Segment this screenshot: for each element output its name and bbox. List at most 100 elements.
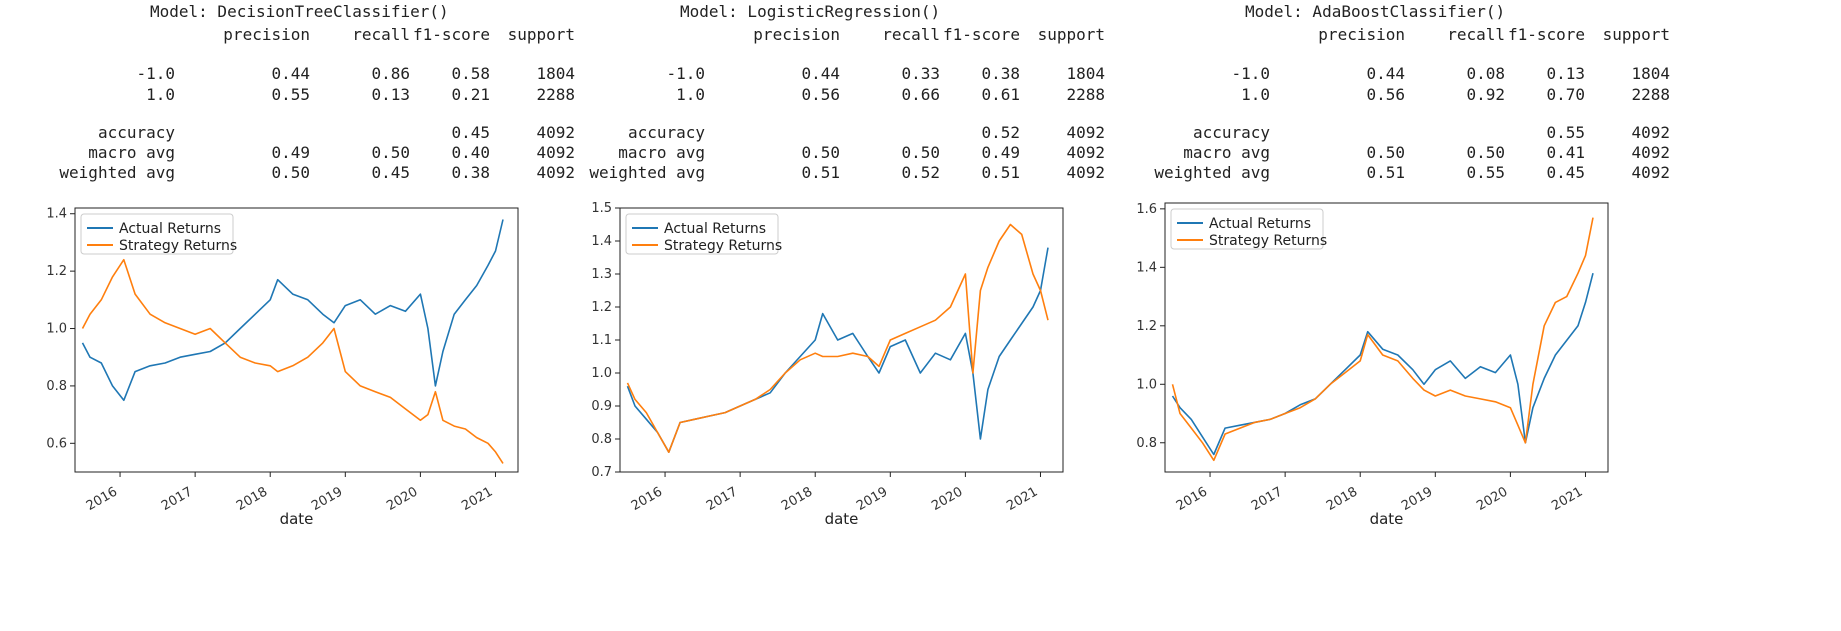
report-cell-precision: 0.44 — [801, 64, 840, 83]
report-cell-f1: 0.61 — [981, 85, 1020, 104]
report-row-label: macro avg — [1183, 143, 1270, 162]
report-cell-support: 1804 — [1631, 64, 1670, 83]
report-header-f1-score: f1-score — [412, 25, 490, 44]
report-header-precision: precision — [1318, 25, 1405, 44]
y-tick-label: 1.0 — [591, 366, 612, 381]
report-header-f1-score: f1-score — [1507, 25, 1585, 44]
x-tick-label: 2019 — [854, 484, 890, 514]
report-cell-f1: 0.45 — [451, 123, 490, 142]
y-tick-label: 0.8 — [46, 379, 67, 394]
report-cell-precision: 0.44 — [271, 64, 310, 83]
x-tick-label: 2020 — [1474, 484, 1510, 514]
model-label: Model: DecisionTreeClassifier() — [150, 2, 449, 21]
report-cell-recall: 0.92 — [1466, 85, 1505, 104]
report-header-precision: precision — [223, 25, 310, 44]
y-tick-label: 0.9 — [591, 399, 612, 414]
report-cell-support: 4092 — [1631, 163, 1670, 182]
report-row-label: weighted avg — [589, 163, 705, 182]
report-cell-f1: 0.40 — [451, 143, 490, 162]
x-tick-label: 2016 — [629, 484, 665, 514]
report-cell-precision: 0.49 — [271, 143, 310, 162]
report-cell-recall: 0.52 — [901, 163, 940, 182]
report-row-label: accuracy — [1192, 123, 1270, 142]
report-cell-support: 4092 — [1066, 123, 1105, 142]
report-cell-recall: 0.45 — [371, 163, 410, 182]
x-tick-label: 2017 — [1249, 484, 1285, 514]
y-tick-label: 1.5 — [591, 201, 612, 216]
legend-box — [625, 213, 779, 255]
series-actual-returns-line — [81, 219, 504, 402]
y-tick-label: 0.7 — [591, 465, 612, 480]
report-header-support: support — [1037, 25, 1105, 44]
legend-label-actual: Actual Returns — [119, 221, 221, 237]
legend-label-strategy: Strategy Returns — [664, 238, 782, 254]
y-tick-label: 1.4 — [1136, 260, 1157, 275]
x-axis-label: date — [1370, 510, 1404, 528]
report-cell-f1: 0.45 — [1546, 163, 1585, 182]
x-tick-label: 2020 — [384, 484, 420, 514]
report-cell-precision: 0.50 — [801, 143, 840, 162]
report-cell-support: 1804 — [536, 64, 575, 83]
report-cell-support: 2288 — [1066, 85, 1105, 104]
report-row-label: 1.0 — [1241, 85, 1270, 104]
report-cell-support: 4092 — [536, 163, 575, 182]
y-tick-label: 1.3 — [591, 267, 612, 282]
x-tick-label: 2016 — [1174, 484, 1210, 514]
report-cell-f1: 0.51 — [981, 163, 1020, 182]
legend-label-strategy: Strategy Returns — [1209, 233, 1327, 249]
report-header-support: support — [1602, 25, 1670, 44]
series-actual-returns-line — [1171, 273, 1594, 456]
returns-chart: 0.8 1.0 1.2 1.4 1.6 2016 2017 2018 2019 2020 2021 d… — [1136, 202, 1609, 528]
report-header-recall: recall — [1447, 25, 1505, 44]
x-tick-label: 2016 — [84, 484, 120, 514]
report-cell-precision: 0.56 — [1366, 85, 1405, 104]
report-cell-f1: 0.13 — [1546, 64, 1585, 83]
y-tick-label: 0.8 — [591, 432, 612, 447]
x-tick-label: 2020 — [929, 484, 965, 514]
report-row-label: -1.0 — [1231, 64, 1270, 83]
report-cell-precision: 0.55 — [271, 85, 310, 104]
report-row-label: weighted avg — [1154, 163, 1270, 182]
report-row-label: -1.0 — [666, 64, 705, 83]
model-label: Model: AdaBoostClassifier() — [1245, 2, 1506, 21]
report-cell-f1: 0.70 — [1546, 85, 1585, 104]
panel-logistic-regression: Model: LogisticRegression() precision reca… — [560, 0, 1120, 631]
series-strategy-returns-line — [626, 223, 1049, 453]
report-cell-f1: 0.21 — [451, 85, 490, 104]
x-tick-label: 2021 — [1004, 484, 1040, 514]
plot-frame — [1164, 202, 1609, 473]
report-cell-support: 2288 — [1631, 85, 1670, 104]
returns-chart: 0.6 0.8 1.0 1.2 1.4 2016 2017 2018 2019 2020 2021 d… — [46, 207, 519, 528]
report-cell-precision: 0.56 — [801, 85, 840, 104]
x-tick-label: 2018 — [1324, 484, 1360, 514]
y-tick-label: 1.0 — [46, 322, 67, 337]
legend-label-strategy: Strategy Returns — [119, 238, 237, 254]
legend-label-actual: Actual Returns — [664, 221, 766, 237]
report-cell-support: 4092 — [536, 123, 575, 142]
report-cell-support: 4092 — [1631, 143, 1670, 162]
report-header-precision: precision — [753, 25, 840, 44]
report-cell-f1: 0.52 — [981, 123, 1020, 142]
x-tick-label: 2019 — [1399, 484, 1435, 514]
classification-report: Model: DecisionTreeClassifier() precision… — [59, 0, 575, 185]
report-cell-recall: 0.13 — [371, 85, 410, 104]
report-cell-support: 4092 — [1066, 143, 1105, 162]
report-cell-recall: 0.66 — [901, 85, 940, 104]
panel-decision-tree: Model: DecisionTreeClassifier() precision… — [0, 0, 575, 631]
report-cell-recall: 0.55 — [1466, 163, 1505, 182]
report-cell-support: 4092 — [536, 143, 575, 162]
classification-report: Model: AdaBoostClassifier() precision reca… — [1154, 0, 1695, 185]
report-cell-support: 1804 — [1066, 64, 1105, 83]
report-row-label: accuracy — [627, 123, 705, 142]
report-row-label: accuracy — [97, 123, 175, 142]
report-cell-recall: 0.50 — [371, 143, 410, 162]
series-strategy-returns-line — [1171, 217, 1594, 462]
model-label: Model: LogisticRegression() — [680, 2, 941, 21]
x-tick-label: 2021 — [459, 484, 495, 514]
report-header-recall: recall — [352, 25, 410, 44]
report-cell-precision: 0.51 — [1366, 163, 1405, 182]
y-tick-label: 0.6 — [46, 436, 67, 451]
returns-chart: 0.7 0.8 0.9 1.0 1.1 1.2 1.3 1.4 1.5 2016 2017 2018 2… — [591, 201, 1064, 528]
